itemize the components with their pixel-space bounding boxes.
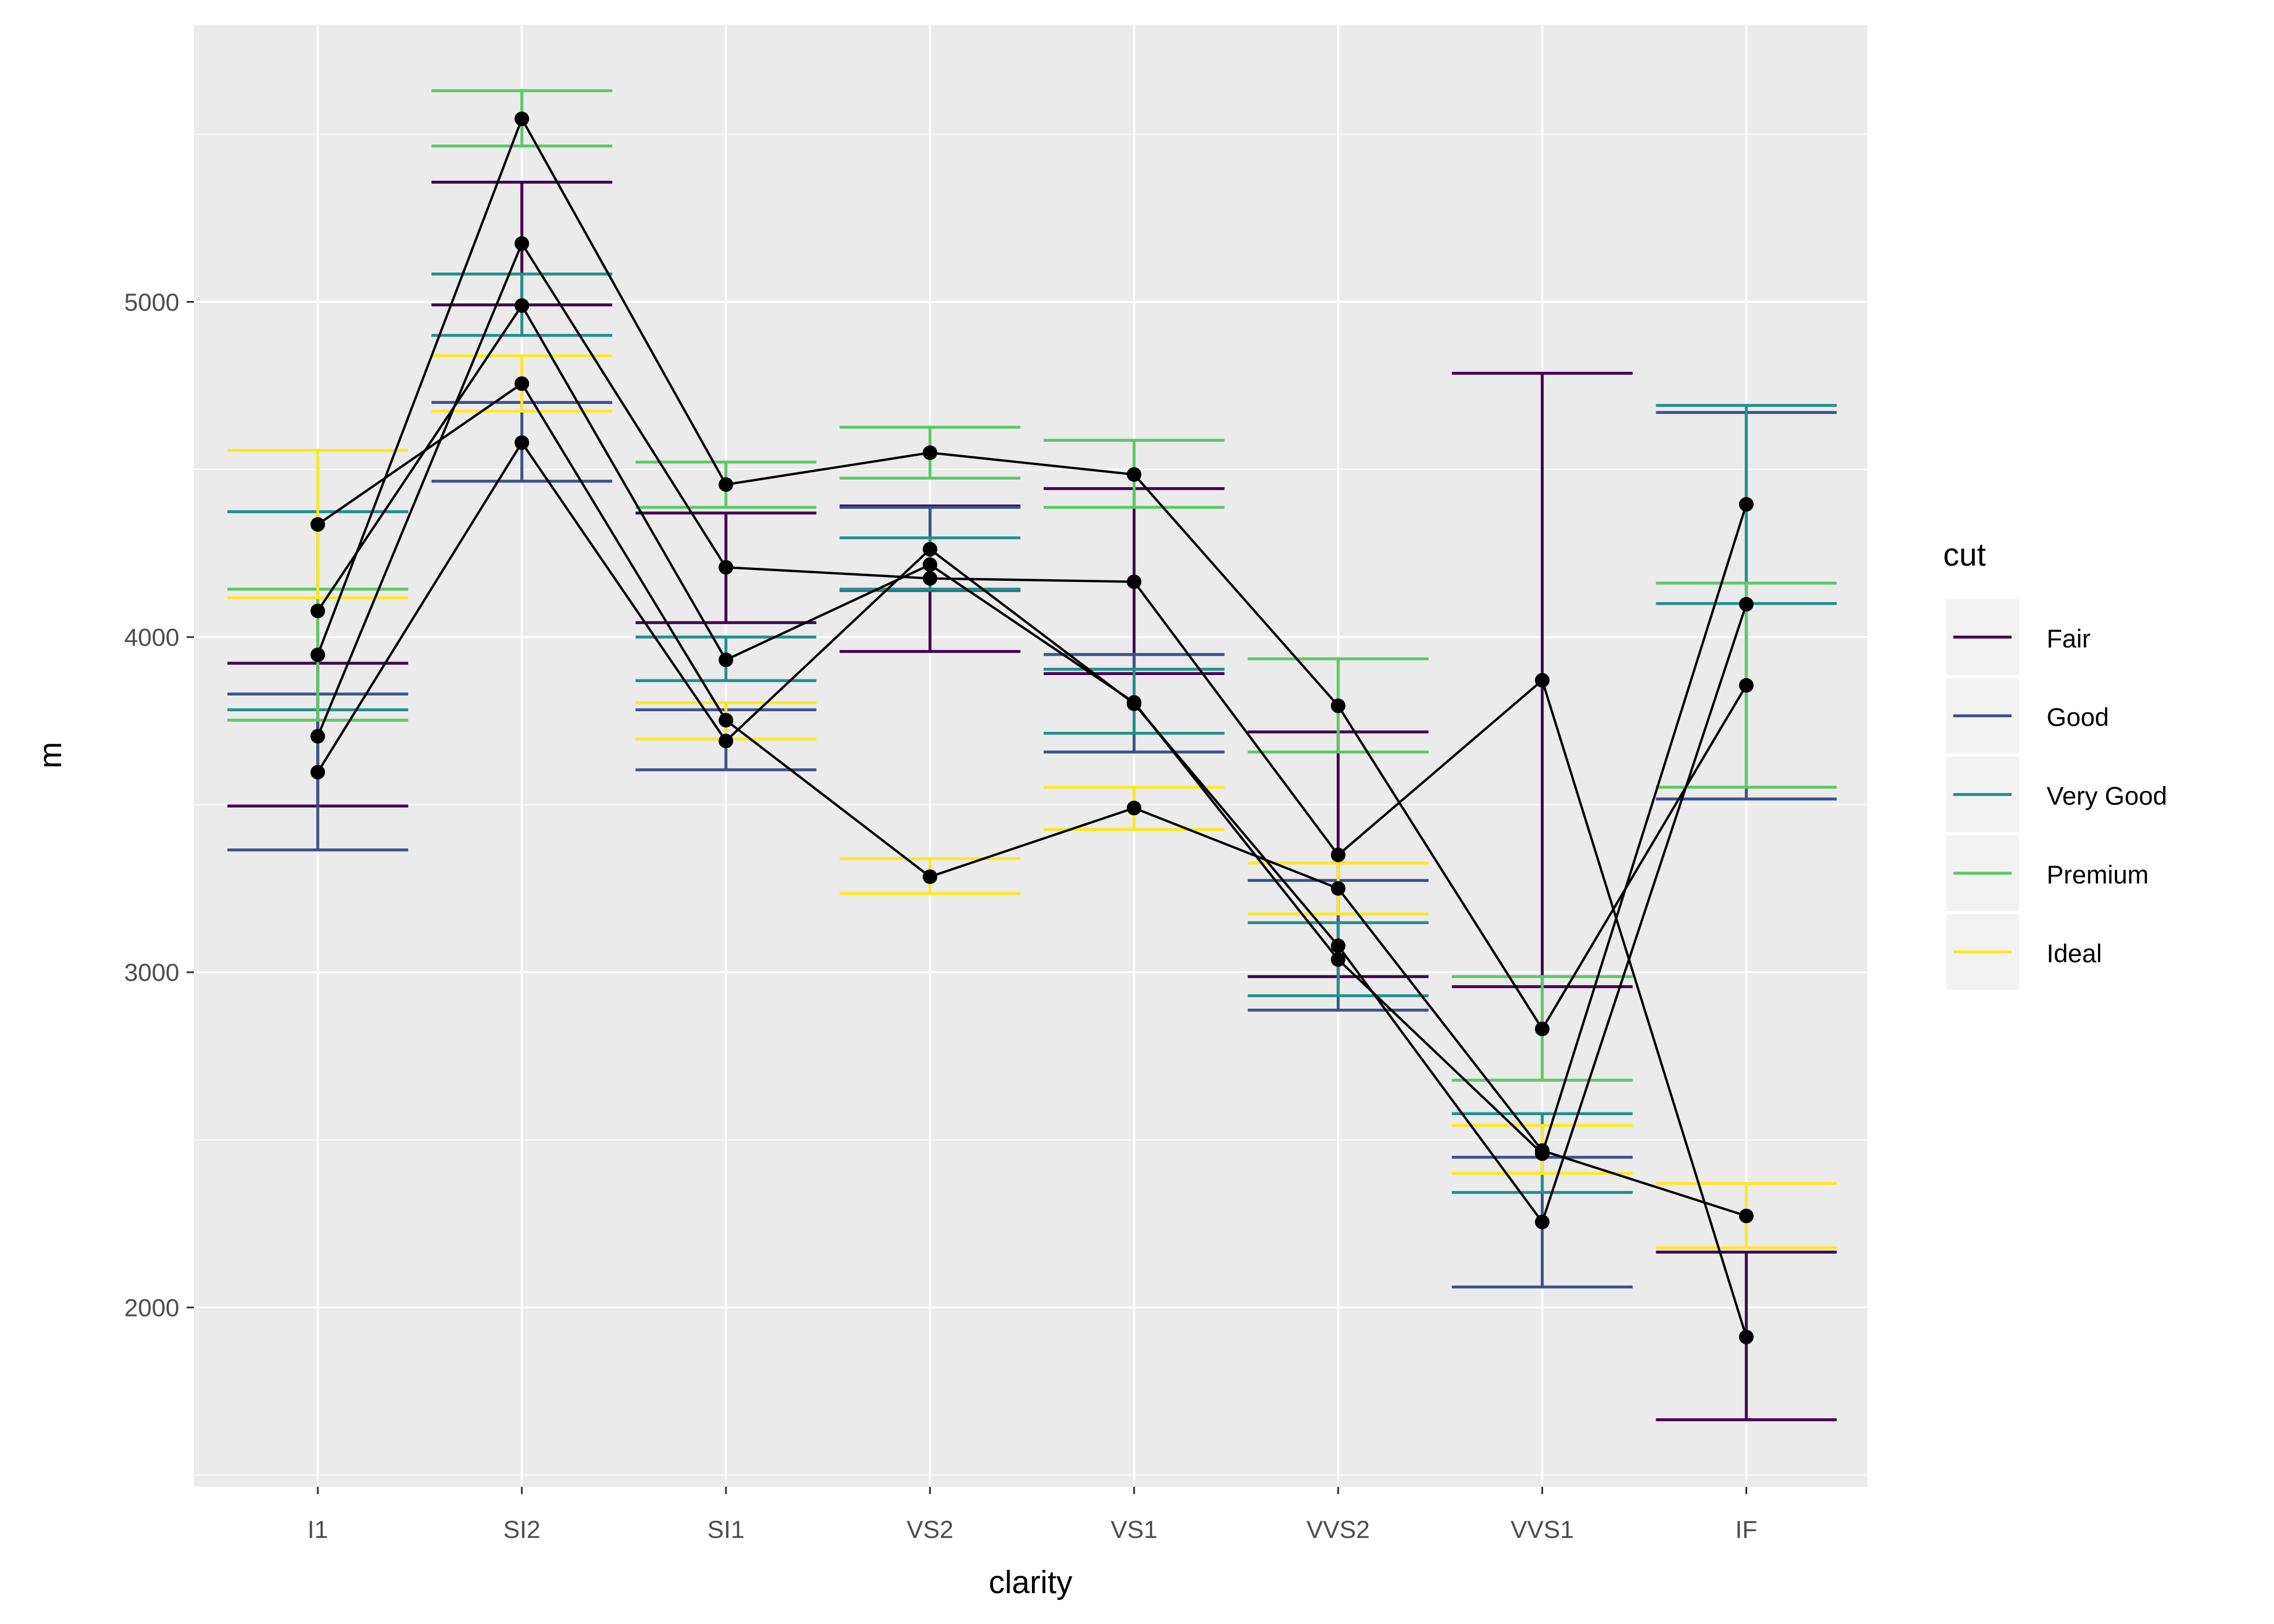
x-axis-title: clarity xyxy=(989,1564,1073,1600)
data-point-good xyxy=(1535,1214,1550,1229)
data-point-good xyxy=(514,435,530,450)
series-line-ideal xyxy=(317,382,1747,1217)
data-point-good xyxy=(1739,597,1754,612)
data-point-premium xyxy=(1739,678,1754,693)
data-point-ideal xyxy=(718,712,734,728)
legend-label: Premium xyxy=(2047,860,2148,889)
data-point-ideal xyxy=(1535,1143,1550,1158)
legend-label: Fair xyxy=(2047,624,2090,653)
data-point-very-good xyxy=(718,652,734,667)
data-point-ideal xyxy=(923,869,938,885)
data-point-good xyxy=(1331,938,1345,953)
series-lines xyxy=(316,116,1748,1338)
data-point-premium xyxy=(718,477,734,492)
x-tick-label: SI2 xyxy=(504,1516,541,1543)
data-point-very-good xyxy=(310,604,325,618)
series-line-premium xyxy=(316,116,1748,1031)
data-point-good xyxy=(923,542,938,557)
data-point-fair xyxy=(1535,673,1550,688)
data-point-ideal xyxy=(310,517,325,532)
y-axis: 2000 3000 4000 5000 xyxy=(124,289,194,1321)
legend: cut Fair Good Very Good Premium Ideal xyxy=(1943,536,2167,990)
data-point-fair xyxy=(1127,574,1142,590)
data-point-very-good xyxy=(1739,497,1754,512)
data-point-very-good xyxy=(514,298,530,313)
data-point-good xyxy=(310,764,325,780)
y-axis-title: m xyxy=(32,742,68,768)
x-tick-label: SI1 xyxy=(707,1516,744,1543)
x-tick-label: VS1 xyxy=(1110,1516,1157,1543)
data-point-fair xyxy=(1739,1330,1754,1345)
legend-title: cut xyxy=(1943,536,1987,573)
series-line-fair xyxy=(316,241,1748,1338)
data-point-fair xyxy=(310,729,325,744)
plot-panel xyxy=(194,25,1867,1487)
data-point-very-good xyxy=(1331,952,1345,967)
series-line-very-good xyxy=(317,303,1748,1156)
data-point-premium xyxy=(310,647,325,663)
y-tick-label: 3000 xyxy=(124,959,179,986)
data-point-premium xyxy=(1127,467,1142,482)
series-line-good xyxy=(317,440,1748,1224)
x-tick-label: VVS1 xyxy=(1511,1516,1574,1543)
data-point-ideal xyxy=(514,376,530,391)
data-point-ideal xyxy=(1739,1208,1754,1223)
data-point-fair xyxy=(1331,847,1345,862)
data-point-very-good xyxy=(1127,695,1142,710)
data-point-premium xyxy=(923,445,938,460)
data-point-good xyxy=(718,734,734,749)
data-points xyxy=(310,112,1754,1345)
y-tick-label: 4000 xyxy=(124,624,179,651)
data-point-very-good xyxy=(923,557,938,572)
legend-label: Ideal xyxy=(2047,939,2102,967)
x-tick-label: I1 xyxy=(308,1516,328,1543)
x-tick-label: VS2 xyxy=(906,1516,953,1543)
data-point-fair xyxy=(923,571,938,586)
legend-label: Very Good xyxy=(2047,782,2167,810)
y-tick-label: 2000 xyxy=(124,1294,179,1321)
data-point-ideal xyxy=(1127,801,1142,816)
error-bars xyxy=(227,89,1837,1422)
data-point-ideal xyxy=(1331,881,1345,896)
data-point-fair xyxy=(718,560,734,575)
data-point-premium xyxy=(1535,1021,1550,1037)
y-tick-label: 5000 xyxy=(124,289,179,316)
x-tick-label: IF xyxy=(1735,1516,1757,1543)
x-axis: I1 SI2 SI1 VS2 VS1 VVS2 VVS1 IF xyxy=(308,1487,1757,1543)
legend-label: Good xyxy=(2047,703,2109,731)
data-point-premium xyxy=(514,112,530,126)
x-tick-label: VVS2 xyxy=(1306,1516,1370,1543)
data-point-premium xyxy=(1331,698,1345,713)
data-point-fair xyxy=(514,236,530,251)
